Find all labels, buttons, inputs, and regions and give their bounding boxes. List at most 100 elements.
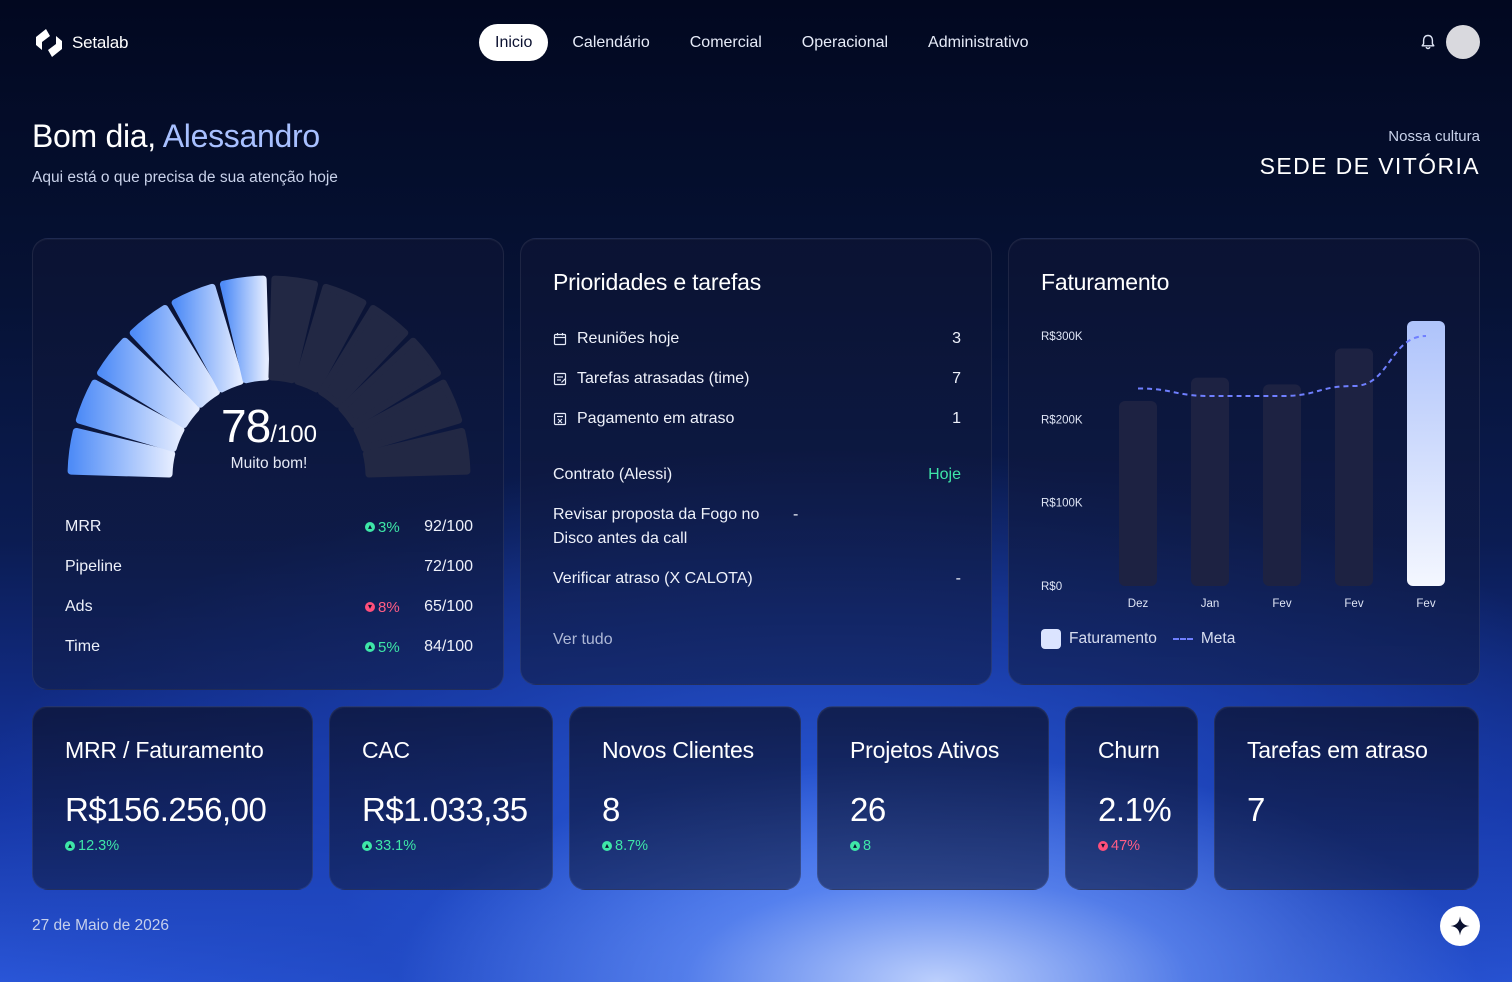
y-tick-label: R$100K <box>1041 498 1083 510</box>
metric-score: 92/100 <box>424 518 473 535</box>
x-tick-label: Jan <box>1201 598 1220 610</box>
kpi-delta-value: 12.3% <box>78 838 120 854</box>
task-label: Reuniões hoje <box>577 330 680 347</box>
user-avatar[interactable] <box>1446 25 1480 59</box>
task-label: Tarefas atrasadas (time) <box>577 370 750 387</box>
brand-logo[interactable]: Setalab <box>32 26 128 60</box>
metric-score: 84/100 <box>424 638 473 655</box>
gauge-segment-active <box>219 275 270 384</box>
kpi-delta-value: 33.1% <box>375 838 417 854</box>
gauge-segment-active <box>75 379 185 452</box>
task-item[interactable]: Revisar proposta da Fogo no Disco antes … <box>553 503 961 551</box>
bar[interactable] <box>1191 377 1229 586</box>
tasks-card: Prioridades e tarefas Reuniões hoje 3 Ta… <box>520 238 992 685</box>
greeting-prefix: Bom dia, <box>32 118 156 154</box>
score-gauge <box>67 275 471 478</box>
revenue-card: Faturamento R$0 R$100K R$200K R$300K Dez Jan F… <box>1008 238 1480 685</box>
kpi-title: Churn <box>1098 737 1160 763</box>
metric-delta: ▴ 3% <box>365 519 417 536</box>
tasks-title: Prioridades e tarefas <box>553 269 762 295</box>
nav-operacional[interactable]: Operacional <box>801 33 889 51</box>
score-max: /100 <box>270 421 317 448</box>
invoice-icon <box>553 412 567 426</box>
x-tick-label: Fev <box>1272 598 1291 610</box>
nav-inicio[interactable]: Inicio <box>479 24 549 61</box>
task-list-icon <box>553 372 567 386</box>
kpi-delta: ▴ 33.1% <box>362 838 416 854</box>
metric-delta-value: 3% <box>378 518 400 536</box>
x-tick-label: Dez <box>1128 598 1149 610</box>
calendar-icon <box>553 333 567 346</box>
sparkle-icon <box>1450 916 1470 936</box>
metric-name: MRR <box>65 518 102 535</box>
task-due: Hoje <box>928 466 961 483</box>
nav-comercial[interactable]: Comercial <box>689 33 762 51</box>
metric-name: Ads <box>65 598 93 615</box>
kpi-delta: ▴ 8.7% <box>602 838 648 854</box>
task-item[interactable]: Contrato (Alessi) Hoje <box>553 463 961 487</box>
kpi-delta: ▴ 8 <box>850 838 871 854</box>
trend-up-icon: ▴ <box>365 642 375 652</box>
metric-delta-value: 5% <box>378 638 400 656</box>
kpi-card-churn[interactable]: Churn 2.1% ▾ 47% <box>1065 706 1198 890</box>
gauge-segment-active <box>129 305 220 408</box>
score-value: 78/100 <box>33 399 505 453</box>
gauge-segment-inactive <box>353 379 463 452</box>
gauge-segment-active <box>97 337 200 428</box>
metric-name: Time <box>65 638 100 655</box>
legend-bar-swatch <box>1041 629 1061 649</box>
kpi-title: CAC <box>362 737 410 763</box>
task-count: 1 <box>952 410 961 427</box>
bar[interactable] <box>1335 348 1373 587</box>
main-nav: Inicio Calendário Comercial Operacional … <box>479 24 1053 61</box>
y-tick-label: R$200K <box>1041 414 1083 426</box>
current-date: 27 de Maio de 2026 <box>32 917 170 934</box>
y-tick-label: R$300K <box>1041 331 1083 343</box>
metric-row-pipeline: Pipeline 72/100 <box>65 555 473 579</box>
bar[interactable] <box>1263 384 1301 586</box>
meta-line <box>1137 335 1427 397</box>
culture-label: Nossa cultura <box>1388 128 1480 145</box>
bar-highlight[interactable] <box>1407 321 1445 586</box>
nav-administrativo[interactable]: Administrativo <box>928 33 1029 51</box>
kpi-card-mrr[interactable]: MRR / Faturamento R$156.256,00 ▴ 12.3% <box>32 706 313 890</box>
task-item[interactable]: Verificar atraso (X CALOTA) - <box>553 567 961 591</box>
kpi-card-active-projects[interactable]: Projetos Ativos 26 ▴ 8 <box>817 706 1049 890</box>
bar[interactable] <box>1119 401 1157 586</box>
task-count: 7 <box>952 370 961 387</box>
trend-down-icon: ▾ <box>1098 841 1108 851</box>
gauge-segment-inactive <box>268 275 319 384</box>
kpi-title: Tarefas em atraso <box>1247 737 1428 763</box>
metric-delta-value: 8% <box>378 598 400 616</box>
see-all-link[interactable]: Ver tudo <box>553 631 613 648</box>
metric-row-ads: Ads ▾ 8% 65/100 <box>65 595 473 619</box>
kpi-card-cac[interactable]: CAC R$1.033,35 ▴ 33.1% <box>329 706 553 890</box>
kpi-title: Projetos Ativos <box>850 737 1000 763</box>
greeting-name: Alessandro <box>162 118 320 154</box>
metric-name: Pipeline <box>65 558 122 575</box>
kpi-card-new-clients[interactable]: Novos Clientes 8 ▴ 8.7% <box>569 706 801 890</box>
kpi-card-overdue-tasks[interactable]: Tarefas em atraso 7 <box>1214 706 1479 890</box>
score-card: 78/100 Muito bom! MRR ▴ 3% 92/100 Pipelin… <box>32 238 504 690</box>
culture-title: SEDE DE VITÓRIA <box>1259 153 1480 179</box>
trend-up-icon: ▴ <box>602 841 612 851</box>
task-count: 3 <box>952 330 961 347</box>
task-summary-overdue[interactable]: Tarefas atrasadas (time) 7 <box>553 367 961 391</box>
assistant-button[interactable] <box>1440 906 1480 946</box>
revenue-title: Faturamento <box>1041 269 1170 295</box>
nav-calendario[interactable]: Calendário <box>572 33 650 51</box>
task-summary-payment[interactable]: Pagamento em atraso 1 <box>553 407 961 431</box>
gauge-segment-inactive <box>338 337 441 428</box>
legend-line-label: Meta <box>1200 630 1236 647</box>
gauge-segment-active <box>67 427 176 478</box>
bell-icon[interactable] <box>1419 33 1437 51</box>
chart-legend: Faturamento Meta <box>1041 629 1235 649</box>
y-tick-label: R$0 <box>1041 581 1062 593</box>
score-label: Muito bom! <box>230 455 308 472</box>
task-item-label: Contrato (Alessi) <box>553 466 673 483</box>
trend-up-icon: ▴ <box>850 841 860 851</box>
kpi-delta-value: 47% <box>1111 838 1141 854</box>
metric-score: 72/100 <box>424 558 473 575</box>
task-summary-meetings[interactable]: Reuniões hoje 3 <box>553 327 961 351</box>
brand-name: Setalab <box>72 33 129 52</box>
